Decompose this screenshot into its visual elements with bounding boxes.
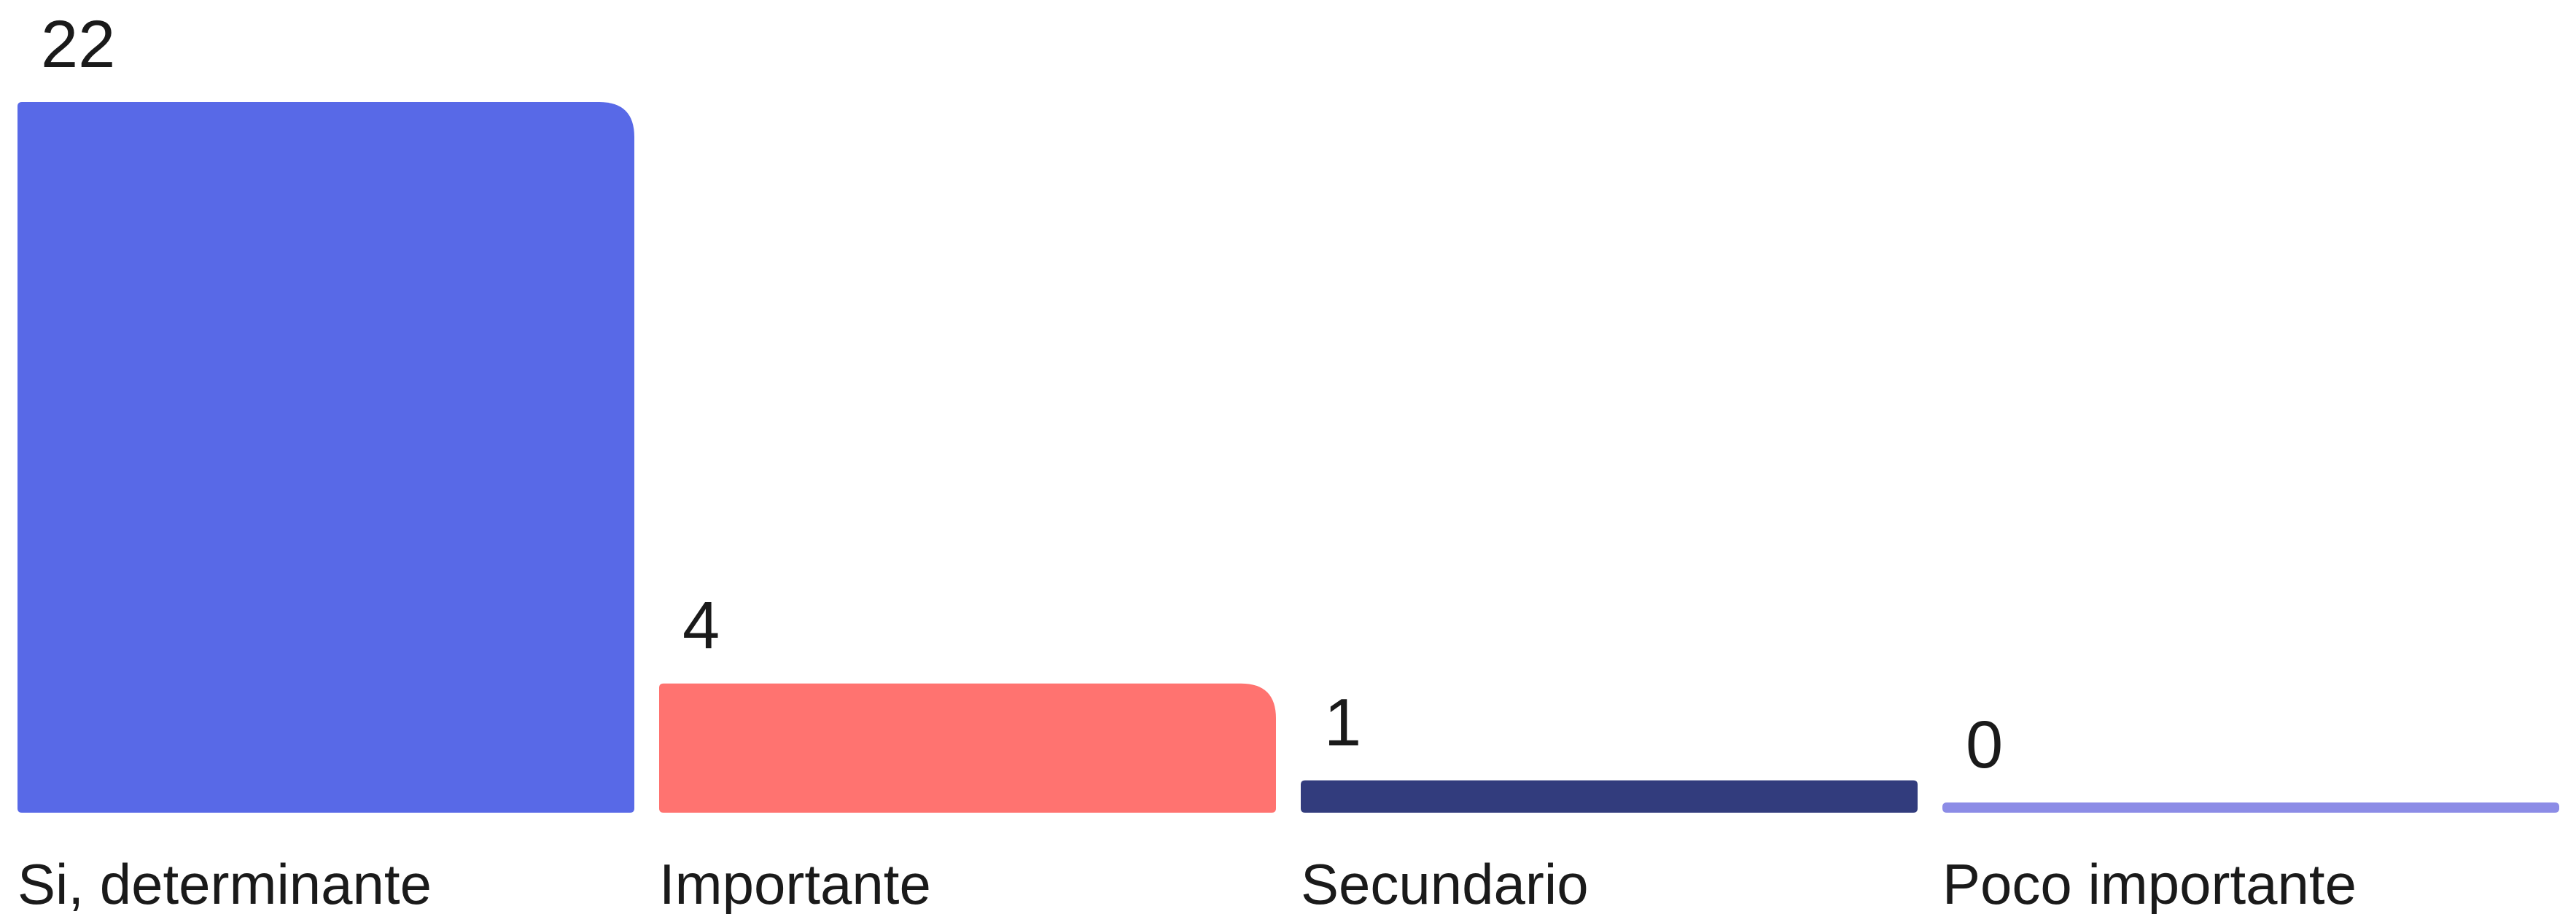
bar-secundario bbox=[1301, 780, 1918, 813]
category-label-importante: Importante bbox=[659, 852, 931, 914]
bar-importante bbox=[659, 683, 1276, 813]
category-labels-group: Si, determinante Importante Secundario Poco… bbox=[17, 852, 2357, 914]
category-label-poco-importante: Poco importante bbox=[1942, 852, 2357, 914]
bar-poco-importante bbox=[1942, 802, 2559, 813]
category-label-secundario: Secundario bbox=[1301, 852, 1589, 914]
category-label-si-determinante: Si, determinante bbox=[17, 852, 432, 914]
bar-si-determinante bbox=[17, 102, 634, 813]
value-label-si-determinante: 22 bbox=[41, 7, 115, 82]
value-label-poco-importante: 0 bbox=[1966, 708, 2003, 782]
value-labels-group: 22 4 1 0 bbox=[41, 7, 2003, 782]
value-label-secundario: 1 bbox=[1324, 686, 1361, 760]
bars-group bbox=[17, 102, 2559, 813]
value-label-importante: 4 bbox=[682, 589, 720, 663]
